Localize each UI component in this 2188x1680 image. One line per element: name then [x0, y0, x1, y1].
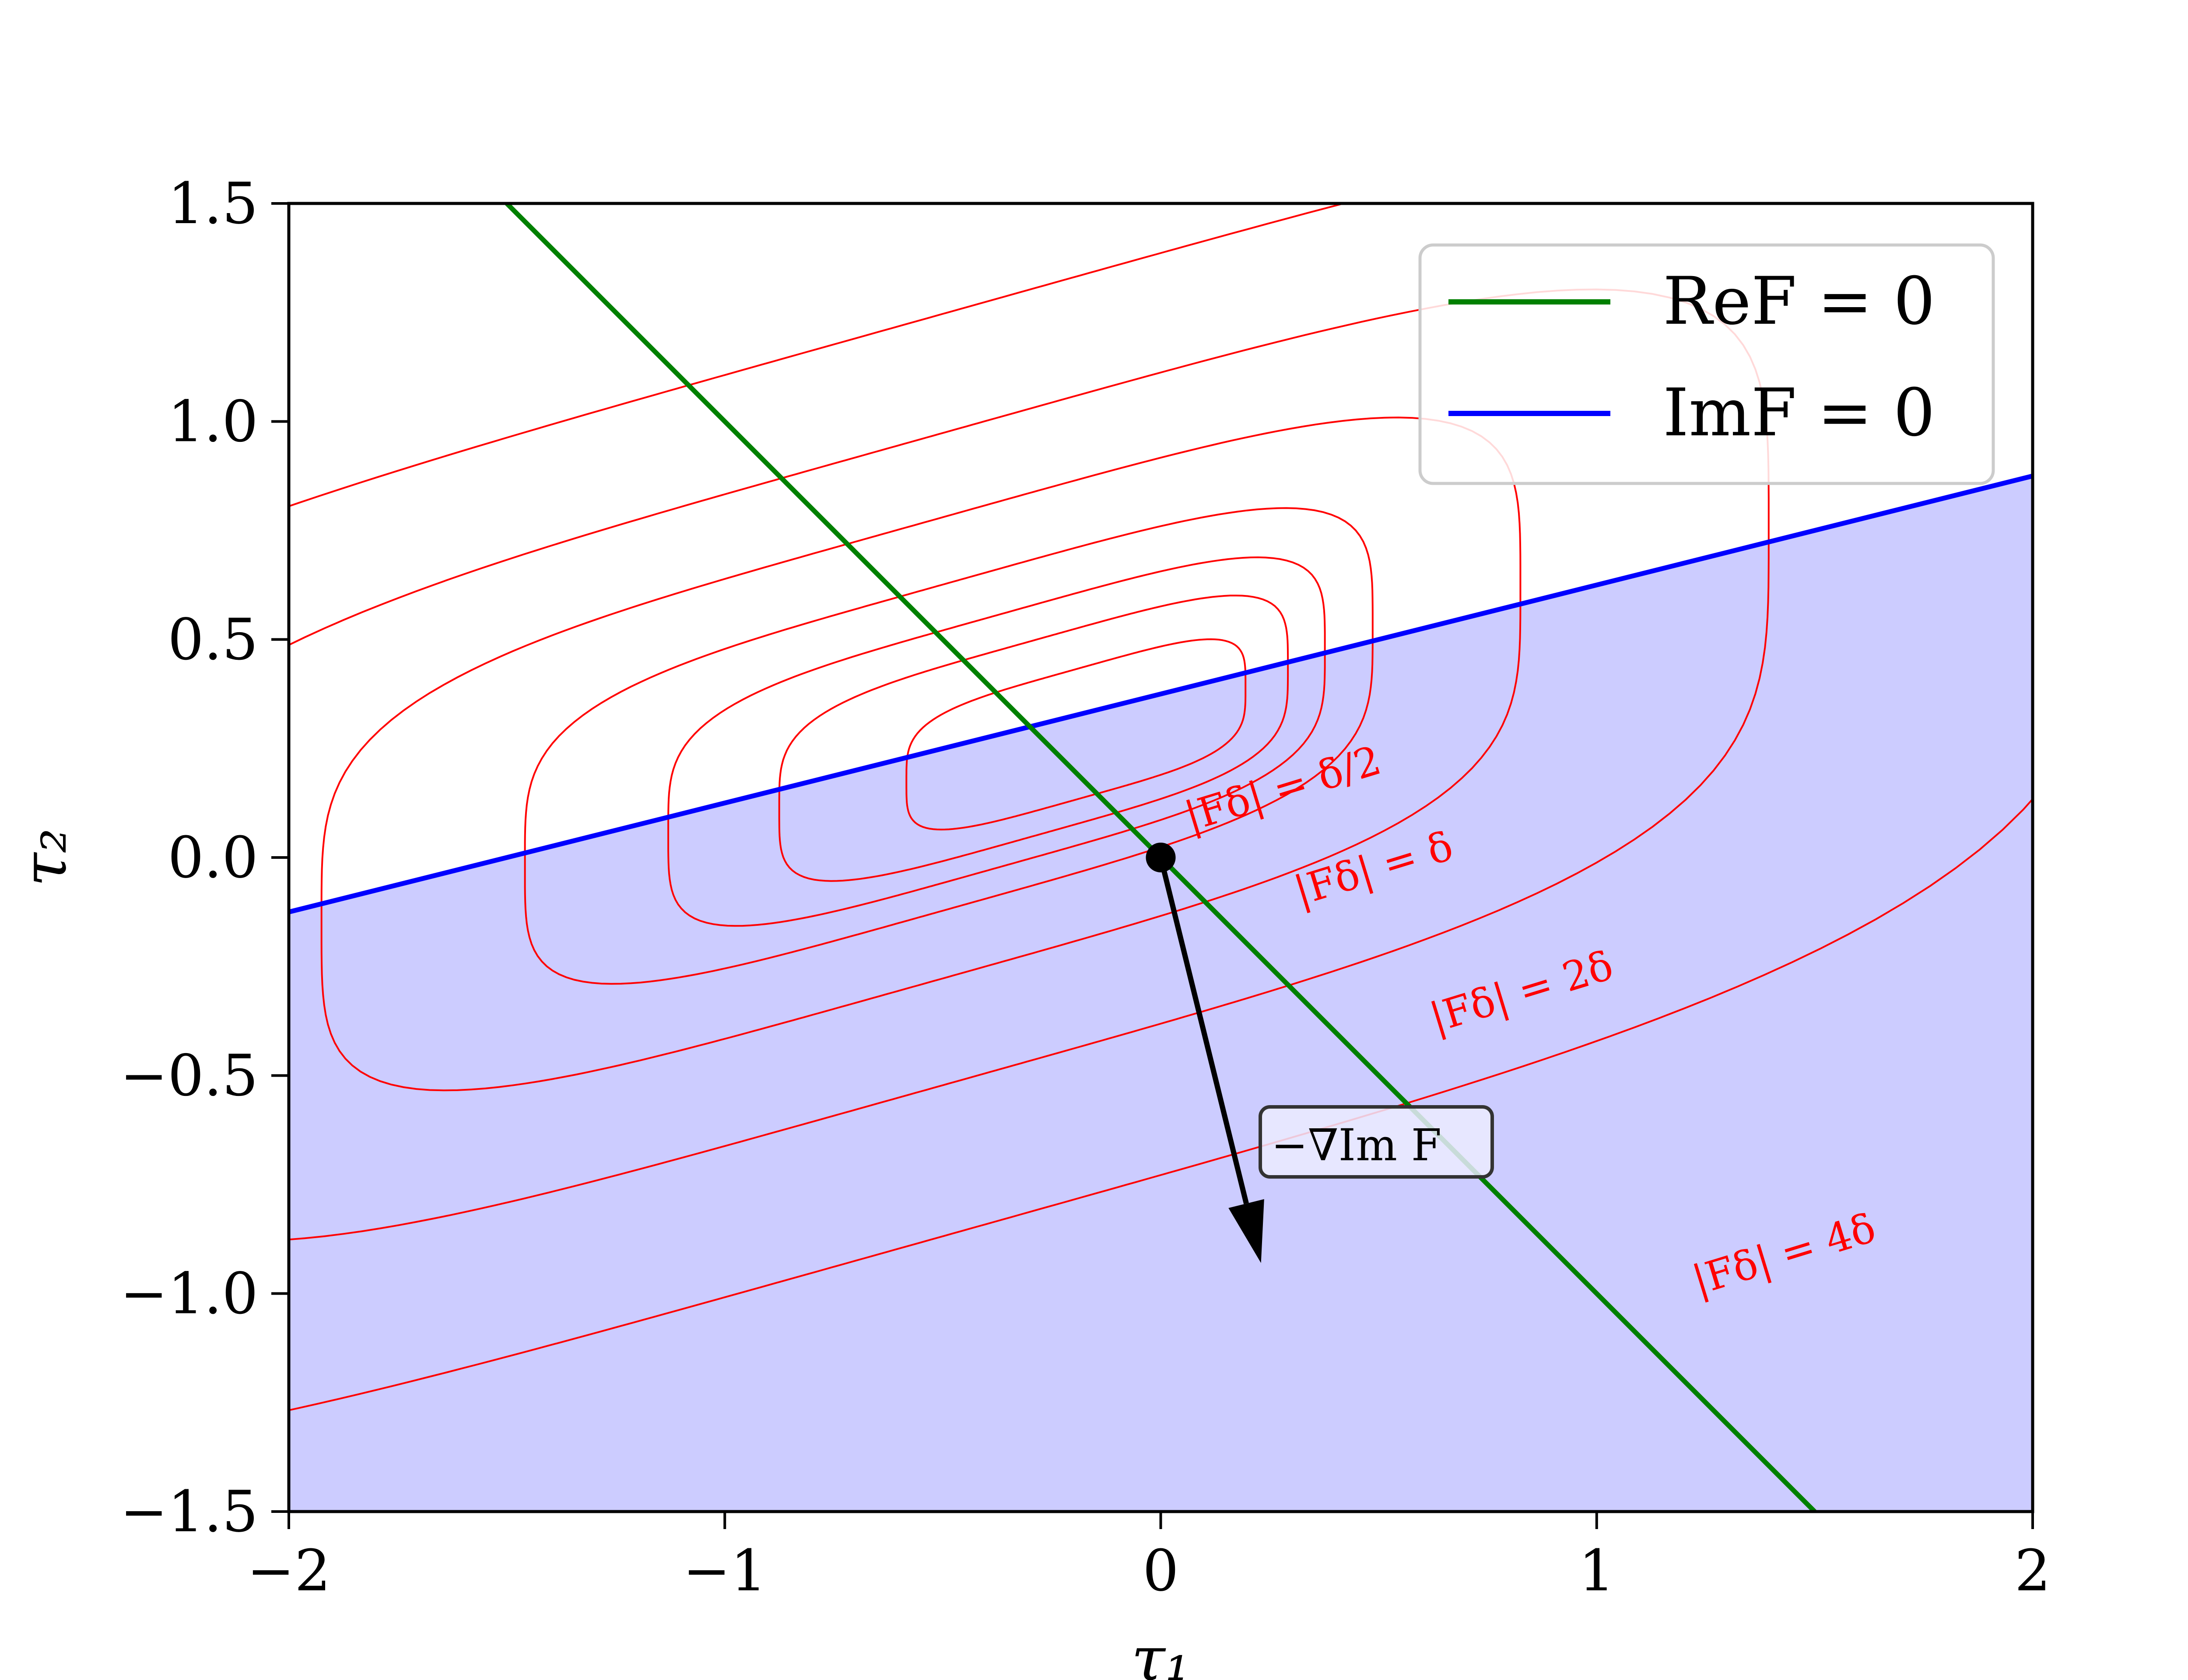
y-axis-label: τ₂ [9, 828, 81, 887]
contour-line [667, 556, 1326, 927]
im-zero-line [289, 473, 2033, 914]
x-axis-label: τ₁ [1131, 1624, 1190, 1680]
y-tick-label: 0.0 [168, 824, 258, 891]
legend-label-re: ReF = 0 [1663, 263, 1935, 340]
x-axis-ticks: −2 −1 0 1 2 [247, 1512, 2051, 1604]
contour-line [778, 595, 1289, 882]
x-tick-label: 0 [1143, 1537, 1179, 1604]
y-tick-label: 1.5 [168, 170, 258, 237]
gradient-arrow-head [1228, 1199, 1264, 1263]
contour-lines [289, 203, 2033, 1411]
x-tick-label: −2 [247, 1537, 331, 1604]
arrow-label: −∇Im F [1271, 1120, 1441, 1171]
legend-box [1418, 243, 1995, 485]
contour-line [289, 203, 2033, 1411]
im-negative-region-fill [289, 476, 2033, 1512]
y-tick-label: −0.5 [120, 1042, 258, 1109]
y-tick-label: 0.5 [168, 606, 258, 673]
y-tick-label: −1.5 [120, 1478, 258, 1545]
contour-line [320, 416, 1522, 1092]
plot-area [289, 203, 2033, 1512]
x-tick-label: −1 [683, 1537, 767, 1604]
y-tick-label: 1.0 [168, 388, 258, 455]
arrow-label-box: −∇Im F [1259, 1105, 1494, 1179]
saddle-point-marker [1146, 843, 1176, 872]
gradient-arrow [1158, 857, 1249, 1204]
x-tick-label: 2 [2015, 1537, 2051, 1604]
contour-line [524, 507, 1374, 985]
y-tick-label: −1.0 [120, 1260, 258, 1327]
x-tick-label: 1 [1578, 1537, 1615, 1604]
legend-label-im: ImF = 0 [1663, 375, 1935, 451]
y-axis-ticks: −1.5 −1.0 −0.5 0.0 0.5 1.0 1.5 [120, 170, 289, 1545]
contour-line [289, 288, 1770, 1241]
contour-line [905, 638, 1247, 831]
legend: ReF = 0 ImF = 0 [1418, 243, 1995, 485]
